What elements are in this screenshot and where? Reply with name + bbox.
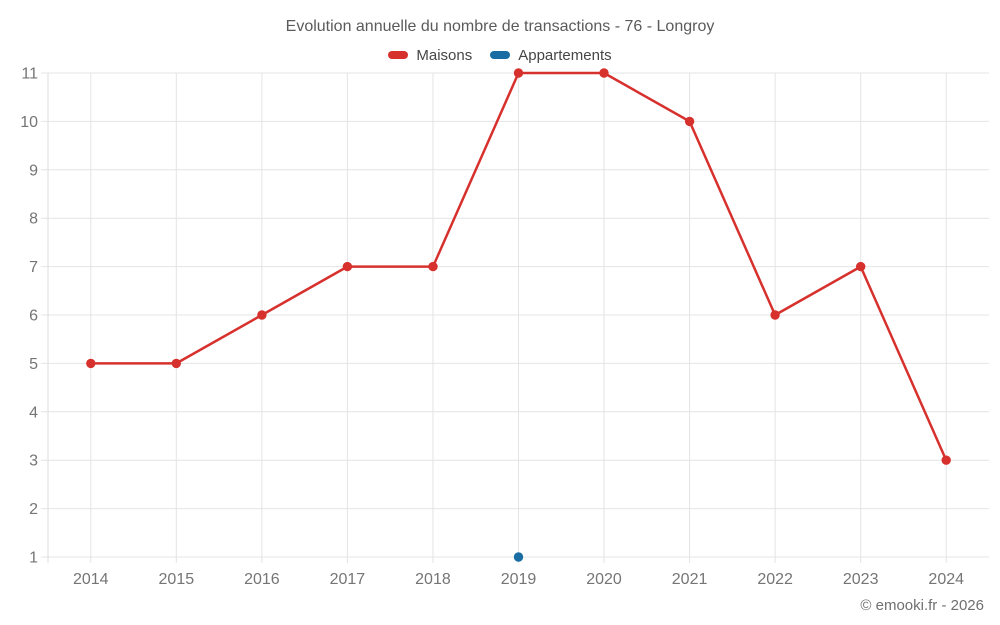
data-point[interactable] (856, 261, 866, 272)
x-tick-label: 2022 (757, 571, 793, 588)
x-tick-label: 2016 (244, 571, 280, 588)
series-appartements (513, 552, 524, 562)
copyright-text: © emooki.fr - 2026 (860, 597, 984, 614)
chart-title: Evolution annuelle du nombre de transact… (285, 18, 715, 35)
appartements-series-marker-icon (490, 51, 511, 59)
legend-item-maisons[interactable]: Maisons (388, 47, 472, 64)
x-tick-label: 2014 (73, 571, 109, 588)
y-tick-label: 2 (29, 501, 38, 518)
data-point[interactable] (342, 261, 353, 272)
legend-item-appartements[interactable]: Appartements (490, 46, 612, 64)
data-point[interactable] (684, 116, 695, 127)
y-tick-label: 4 (29, 404, 38, 421)
x-axis-labels: 2014 2015 2016 2017 2018 2019 2020 2021 2022 2023… (73, 571, 964, 588)
x-tick-label: 2024 (928, 571, 964, 588)
legend-label-appartements: Appartements (518, 46, 612, 64)
series-maisons (86, 68, 951, 465)
y-tick-label: 1 (29, 550, 38, 567)
y-tick-label: 7 (29, 259, 38, 276)
gridlines (41, 72, 989, 563)
data-point[interactable] (513, 68, 524, 78)
data-point[interactable] (941, 455, 951, 465)
x-tick-label: 2015 (159, 571, 195, 588)
x-tick-label: 2020 (586, 571, 622, 588)
chart-legend: Maisons Appartements (0, 45, 1000, 65)
data-point[interactable] (428, 261, 438, 272)
y-tick-label: 9 (29, 162, 38, 179)
x-tick-label: 2019 (501, 571, 537, 588)
legend-label-maisons: Maisons (416, 46, 473, 64)
data-point[interactable] (770, 310, 780, 320)
x-tick-label: 2017 (330, 571, 366, 588)
data-point[interactable] (171, 358, 181, 369)
x-tick-label: 2018 (415, 571, 451, 588)
maisons-series-marker-icon (388, 51, 409, 59)
y-tick-label: 10 (20, 114, 38, 131)
y-tick-label: 6 (29, 308, 38, 325)
x-tick-label: 2023 (843, 571, 879, 588)
data-point[interactable] (599, 68, 609, 78)
y-tick-label: 8 (29, 211, 38, 228)
data-point[interactable] (513, 552, 524, 562)
data-point[interactable] (86, 358, 96, 369)
y-tick-label: 11 (21, 66, 38, 83)
x-tick-label: 2021 (672, 571, 708, 588)
y-tick-label: 3 (29, 453, 38, 470)
y-tick-label: 5 (29, 356, 38, 373)
data-point[interactable] (257, 310, 267, 320)
y-axis-labels: 1 2 3 4 5 6 7 8 9 10 11 (20, 66, 38, 567)
